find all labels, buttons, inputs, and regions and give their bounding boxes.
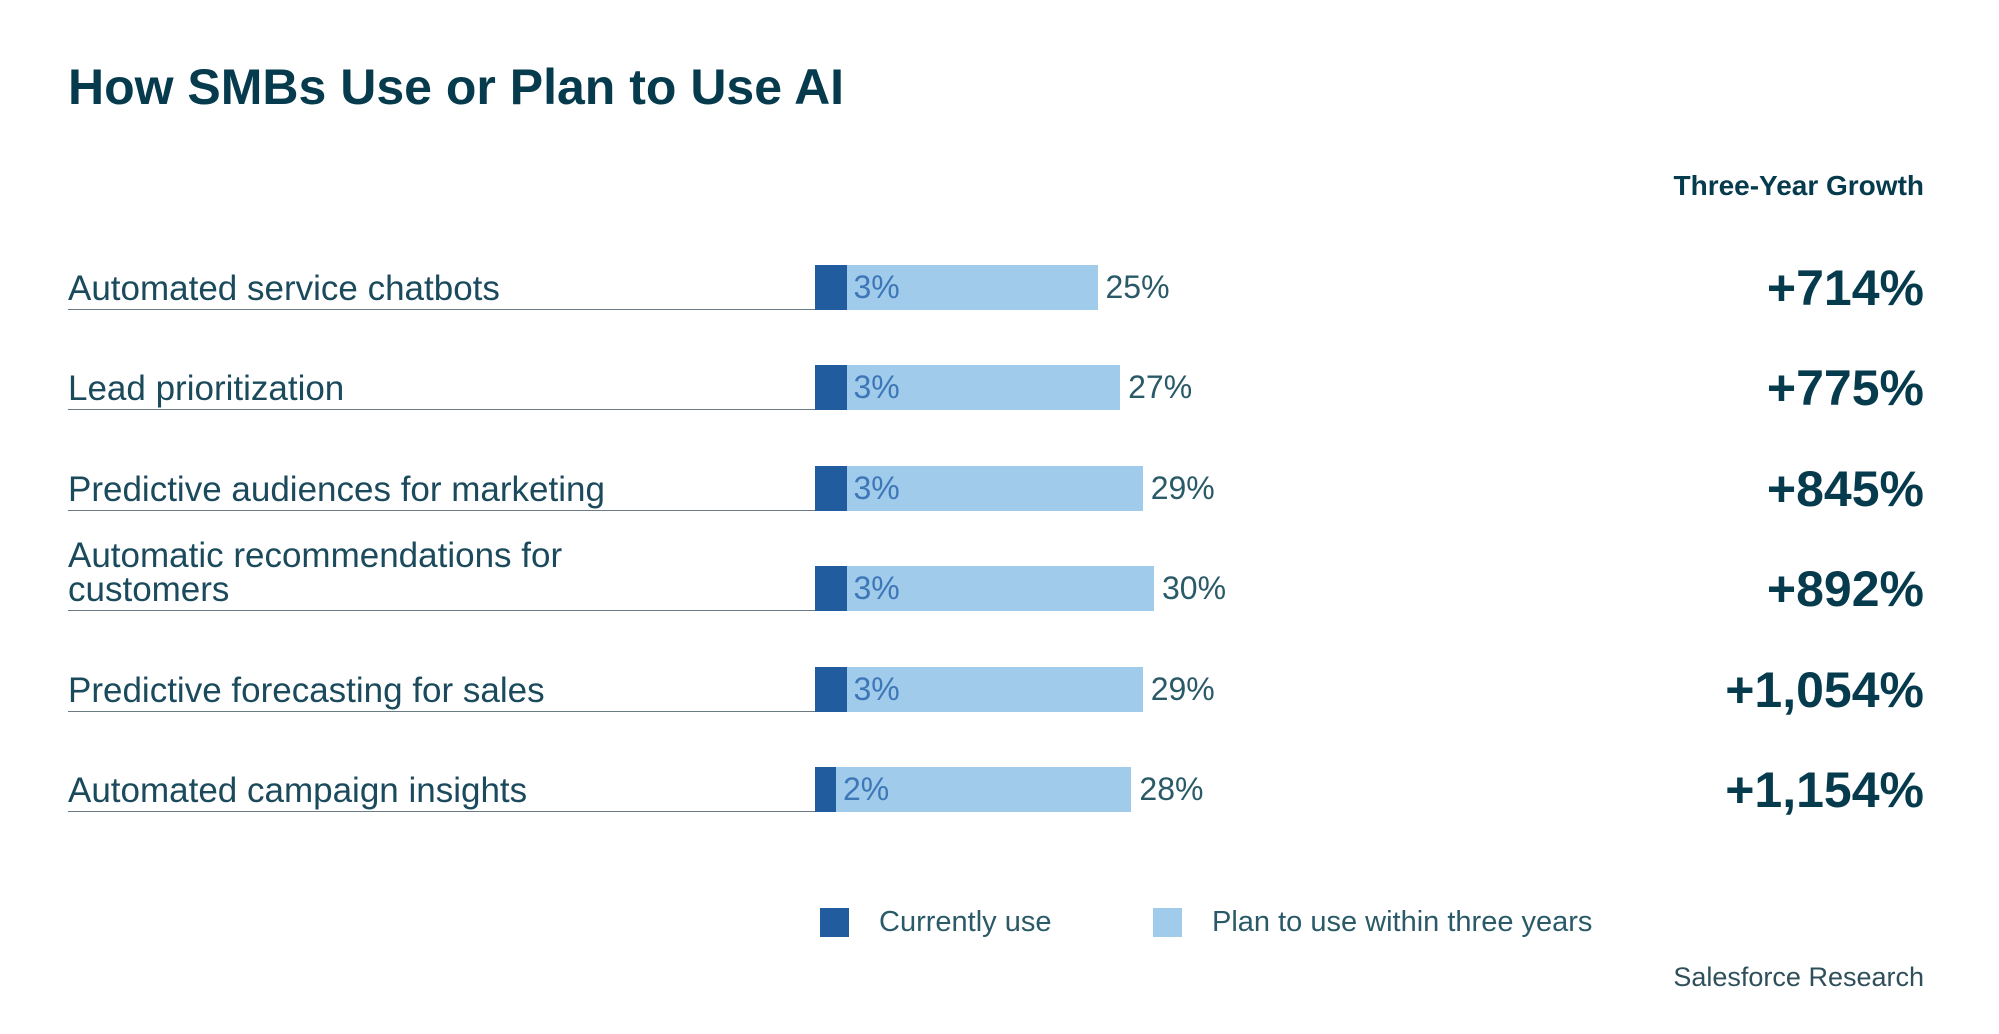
bar-row: Automated campaign insights 2% 28% +1,15… <box>0 762 1999 818</box>
bar-row: Automatic recommendations for customers … <box>0 538 1999 617</box>
currently-use-value: 3% <box>853 570 900 606</box>
growth-value: +892% <box>1766 561 1924 617</box>
bar-currently-use <box>815 365 847 410</box>
bar-plan-to-use <box>815 365 1121 410</box>
legend-swatch-plan-to-use <box>1153 908 1182 937</box>
bar-plan-to-use <box>815 566 1154 611</box>
bar-row: Predictive forecasting for sales 3% 29% … <box>0 662 1999 718</box>
row-divider <box>68 309 815 310</box>
chart-title: How SMBs Use or Plan to Use AI <box>68 59 845 115</box>
row-divider <box>68 811 815 812</box>
bar-currently-use <box>815 767 836 812</box>
currently-use-value: 3% <box>853 369 900 405</box>
row-divider <box>68 510 815 511</box>
growth-value: +1,054% <box>1725 662 1924 718</box>
category-label: Lead prioritization <box>68 369 345 408</box>
growth-value: +775% <box>1766 360 1924 416</box>
plan-to-use-value: 29% <box>1150 671 1215 707</box>
legend-label: Currently use <box>879 906 1052 938</box>
currently-use-value: 3% <box>853 671 900 707</box>
category-label: Predictive forecasting for sales <box>68 671 545 710</box>
bar-plan-to-use <box>815 767 1132 812</box>
bar-row: Predictive audiences for marketing 3% 29… <box>0 461 1999 517</box>
bar-currently-use <box>815 566 847 611</box>
plan-to-use-value: 30% <box>1162 570 1227 606</box>
category-label: Predictive audiences for marketing <box>68 470 605 509</box>
currently-use-value: 2% <box>843 771 890 807</box>
category-label: Automated service chatbots <box>68 269 500 308</box>
currently-use-value: 3% <box>853 269 900 305</box>
bar-currently-use <box>815 466 847 511</box>
row-divider <box>68 711 815 712</box>
bar-plan-to-use <box>815 466 1143 511</box>
growth-value: +845% <box>1766 461 1924 517</box>
legend-item-plan-to-use: Plan to use within three years <box>1153 906 1592 939</box>
growth-value: +1,154% <box>1725 762 1924 818</box>
row-divider <box>68 409 815 410</box>
bar-row: Automated service chatbots 3% 25% +714% <box>0 260 1999 316</box>
growth-value: +714% <box>1766 260 1924 316</box>
legend-item-currently-use: Currently use <box>820 906 1051 939</box>
plan-to-use-value: 29% <box>1150 470 1215 506</box>
bar-plan-to-use <box>815 667 1143 712</box>
legend-swatch-currently-use <box>820 908 849 937</box>
bar-row: Lead prioritization 3% 27% +775% <box>0 360 1999 416</box>
bar-currently-use <box>815 667 847 712</box>
legend-label: Plan to use within three years <box>1212 906 1593 938</box>
category-label: Automatic recommendations for customers <box>68 536 563 609</box>
source-note: Salesforce Research <box>1673 962 1924 992</box>
category-label: Automated campaign insights <box>68 771 528 810</box>
row-divider <box>68 610 815 611</box>
growth-header: Three-Year Growth <box>1673 170 1924 201</box>
bar-plan-to-use <box>815 265 1098 310</box>
bar-currently-use <box>815 265 847 310</box>
plan-to-use-value: 25% <box>1105 269 1170 305</box>
currently-use-value: 3% <box>853 470 900 506</box>
plan-to-use-value: 28% <box>1139 771 1204 807</box>
plan-to-use-value: 27% <box>1128 369 1193 405</box>
